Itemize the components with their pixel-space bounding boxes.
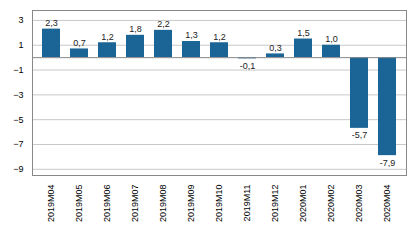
svg-text:−7: −7 — [13, 139, 23, 149]
svg-text:1,2: 1,2 — [213, 32, 226, 42]
svg-text:-0,1: -0,1 — [240, 61, 256, 71]
svg-text:-5,7: -5,7 — [352, 130, 368, 140]
svg-text:-7,9: -7,9 — [380, 158, 396, 168]
svg-text:−1: −1 — [13, 65, 23, 75]
svg-text:1: 1 — [18, 40, 23, 50]
svg-text:2,2: 2,2 — [157, 19, 170, 29]
svg-text:0,3: 0,3 — [269, 43, 282, 53]
svg-text:1,8: 1,8 — [129, 24, 142, 34]
svg-text:1,3: 1,3 — [185, 30, 198, 40]
svg-text:1,0: 1,0 — [325, 34, 338, 44]
svg-text:2019M12: 2019M12 — [270, 185, 280, 223]
svg-text:2019M11: 2019M11 — [242, 185, 252, 222]
svg-text:2019M05: 2019M05 — [74, 185, 84, 223]
svg-text:2020M01: 2020M01 — [298, 185, 308, 223]
svg-text:2019M10: 2019M10 — [214, 185, 224, 223]
svg-text:−5: −5 — [13, 115, 23, 125]
svg-text:2019M04: 2019M04 — [46, 185, 56, 223]
svg-text:−3: −3 — [13, 90, 23, 100]
svg-text:2020M04: 2020M04 — [382, 185, 392, 223]
svg-text:1,5: 1,5 — [297, 28, 310, 38]
svg-text:2019M09: 2019M09 — [186, 185, 196, 223]
svg-text:2020M03: 2020M03 — [354, 185, 364, 223]
svg-text:2020M02: 2020M02 — [326, 185, 336, 223]
svg-text:2019M08: 2019M08 — [158, 185, 168, 223]
svg-text:−9: −9 — [13, 164, 23, 174]
svg-text:0,7: 0,7 — [73, 38, 86, 48]
svg-text:2019M06: 2019M06 — [102, 185, 112, 223]
svg-text:2,3: 2,3 — [45, 18, 58, 28]
svg-text:3: 3 — [18, 15, 23, 25]
svg-text:1,2: 1,2 — [101, 32, 114, 42]
svg-text:2019M07: 2019M07 — [130, 185, 140, 223]
